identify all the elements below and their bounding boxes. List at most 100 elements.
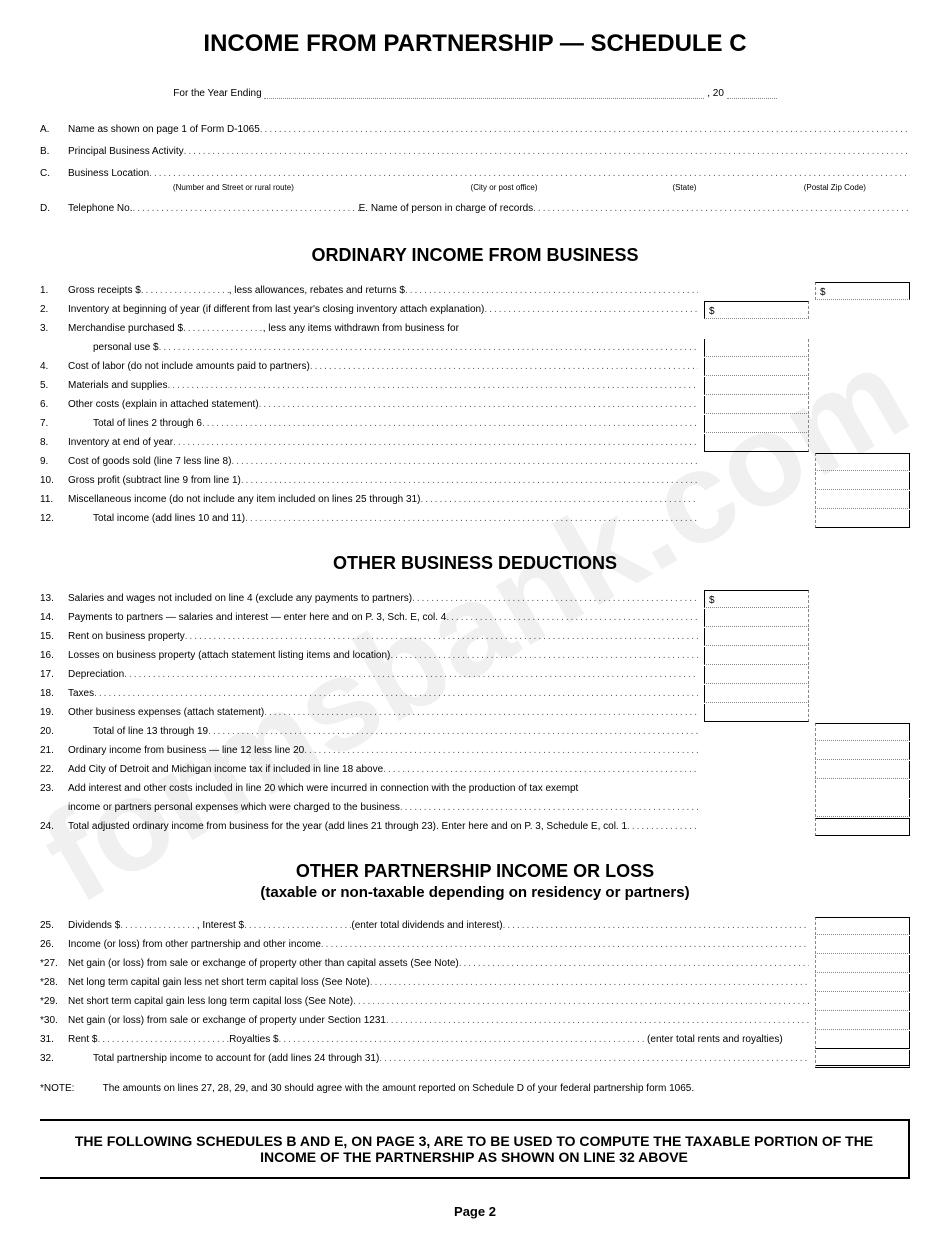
- line-29-text: Net short term capital gain less long te…: [68, 992, 353, 1011]
- line-25-t1: Dividends $: [68, 916, 120, 935]
- line-1-t1: Gross receipts $: [68, 281, 141, 300]
- line-29: *29. Net short term capital gain less lo…: [40, 992, 910, 1011]
- line-8: 8. Inventory at end of year: [40, 433, 910, 452]
- line-32-amount[interactable]: [815, 1050, 910, 1068]
- line-2-num: 2.: [40, 300, 68, 319]
- line-21-num: 21.: [40, 741, 68, 760]
- line-23-amount[interactable]: [815, 799, 910, 817]
- line-4-num: 4.: [40, 357, 68, 376]
- line-2-text: Inventory at beginning of year (if diffe…: [68, 300, 484, 319]
- year-suffix: , 20: [707, 88, 724, 99]
- line-29-amount[interactable]: [815, 993, 910, 1011]
- header-row-d: D. Telephone No. E. Name of person in ch…: [40, 198, 910, 220]
- line-29-num: *29.: [40, 992, 68, 1011]
- line-27-amount[interactable]: [815, 955, 910, 973]
- line-11-text: Miscellaneous income (do not include any…: [68, 490, 420, 509]
- line-10: 10. Gross profit (subtract line 9 from l…: [40, 471, 910, 490]
- footer-box: THE FOLLOWING SCHEDULES B AND E, ON PAGE…: [40, 1119, 910, 1179]
- cap-zip: (Postal Zip Code): [760, 183, 910, 192]
- line-16-amount[interactable]: [704, 647, 809, 665]
- line-28-text: Net long term capital gain less net shor…: [68, 973, 370, 992]
- line-10-amount[interactable]: [815, 472, 910, 490]
- line-8-amount[interactable]: [704, 434, 809, 452]
- line-26-amount[interactable]: [815, 936, 910, 954]
- line-12-num: 12.: [40, 509, 68, 528]
- section-3-sub: (taxable or non-taxable depending on res…: [40, 884, 910, 901]
- line-12-amount[interactable]: [815, 510, 910, 528]
- line-28-amount[interactable]: [815, 974, 910, 992]
- line-18-text: Taxes: [68, 684, 94, 703]
- line-22-num: 22.: [40, 760, 68, 779]
- line-4-amount[interactable]: [704, 358, 809, 376]
- line-3-t1: Merchandise purchased $: [68, 319, 183, 338]
- line-11-num: 11.: [40, 490, 68, 509]
- line-6-num: 6.: [40, 395, 68, 414]
- line-3-amount[interactable]: [704, 339, 809, 357]
- line-1-amount[interactable]: $: [815, 282, 910, 300]
- cap-state: (State): [609, 183, 759, 192]
- line-31: 31. Rent $ Royalties $ (enter total rent…: [40, 1030, 910, 1049]
- line-25-amount[interactable]: [815, 917, 910, 935]
- line-30: *30. Net gain (or loss) from sale or exc…: [40, 1011, 910, 1030]
- line-13: 13. Salaries and wages not included on l…: [40, 589, 910, 608]
- year-prefix: For the Year Ending: [173, 88, 261, 99]
- line-7-amount[interactable]: [704, 415, 809, 433]
- note-text: The amounts on lines 27, 28, 29, and 30 …: [103, 1083, 694, 1094]
- line-22-text: Add City of Detroit and Michigan income …: [68, 760, 383, 779]
- line-21-amount[interactable]: [815, 742, 910, 760]
- line-19-amount[interactable]: [704, 704, 809, 722]
- line-20-amount[interactable]: [815, 723, 910, 741]
- line-23: 23. Add interest and other costs include…: [40, 779, 910, 798]
- line-30-amount[interactable]: [815, 1012, 910, 1030]
- line-19-num: 19.: [40, 703, 68, 722]
- line-15-text: Rent on business property: [68, 627, 185, 646]
- header-c-captions: (Number and Street or rural route) (City…: [40, 183, 910, 192]
- header-a-num: A.: [40, 119, 68, 141]
- line-28: *28. Net long term capital gain less net…: [40, 973, 910, 992]
- line-18-amount[interactable]: [704, 685, 809, 703]
- line-31-t2: Royalties $: [229, 1030, 278, 1049]
- line-15: 15. Rent on business property: [40, 627, 910, 646]
- line-17-amount[interactable]: [704, 666, 809, 684]
- line-31-amount[interactable]: [815, 1031, 910, 1049]
- header-c-text: Business Location: [68, 163, 149, 185]
- line-7-num: 7.: [40, 414, 68, 433]
- line-24-amount[interactable]: [815, 818, 910, 836]
- line-6: 6. Other costs (explain in attached stat…: [40, 395, 910, 414]
- line-14: 14. Payments to partners — salaries and …: [40, 608, 910, 627]
- line-16-text: Losses on business property (attach stat…: [68, 646, 390, 665]
- header-d-text-a: Telephone No.: [68, 198, 133, 220]
- line-2-amount[interactable]: $: [704, 301, 809, 319]
- line-25: 25. Dividends $ , Interest $ (enter tota…: [40, 916, 910, 935]
- line-13-amount[interactable]: $: [704, 590, 809, 608]
- line-20: 20. Total of line 13 through 19: [40, 722, 910, 741]
- line-22-amount[interactable]: [815, 761, 910, 779]
- line-25-t2: , Interest $: [197, 916, 244, 935]
- line-3b: personal use $: [40, 338, 910, 357]
- line-1: 1. Gross receipts $ , less allowances, r…: [40, 281, 910, 300]
- line-15-amount[interactable]: [704, 628, 809, 646]
- line-17: 17. Depreciation: [40, 665, 910, 684]
- line-9-num: 9.: [40, 452, 68, 471]
- line-9-text: Cost of goods sold (line 7 less line 8): [68, 452, 231, 471]
- note: *NOTE: The amounts on lines 27, 28, 29, …: [40, 1083, 910, 1094]
- line-4-text: Cost of labor (do not include amounts pa…: [68, 357, 310, 376]
- line-11-amount[interactable]: [815, 491, 910, 509]
- page-number: Page 2: [40, 1204, 910, 1219]
- line-15-num: 15.: [40, 627, 68, 646]
- line-30-text: Net gain (or loss) from sale or exchange…: [68, 1011, 386, 1030]
- line-20-text: Total of line 13 through 19: [93, 722, 208, 741]
- line-5-amount[interactable]: [704, 377, 809, 395]
- line-31-t3: (enter total rents and royalties): [647, 1030, 783, 1049]
- line-23b: income or partners personal expenses whi…: [40, 798, 910, 817]
- line-23-text: Add interest and other costs included in…: [68, 779, 578, 798]
- line-12: 12. Total income (add lines 10 and 11): [40, 509, 910, 528]
- line-6-amount[interactable]: [704, 396, 809, 414]
- line-14-amount[interactable]: [704, 609, 809, 627]
- line-7: 7. Total of lines 2 through 6: [40, 414, 910, 433]
- line-13-text: Salaries and wages not included on line …: [68, 589, 412, 608]
- line-9: 9. Cost of goods sold (line 7 less line …: [40, 452, 910, 471]
- line-9-amount[interactable]: [815, 453, 910, 471]
- page-title: INCOME FROM PARTNERSHIP — SCHEDULE C: [40, 30, 910, 58]
- line-10-num: 10.: [40, 471, 68, 490]
